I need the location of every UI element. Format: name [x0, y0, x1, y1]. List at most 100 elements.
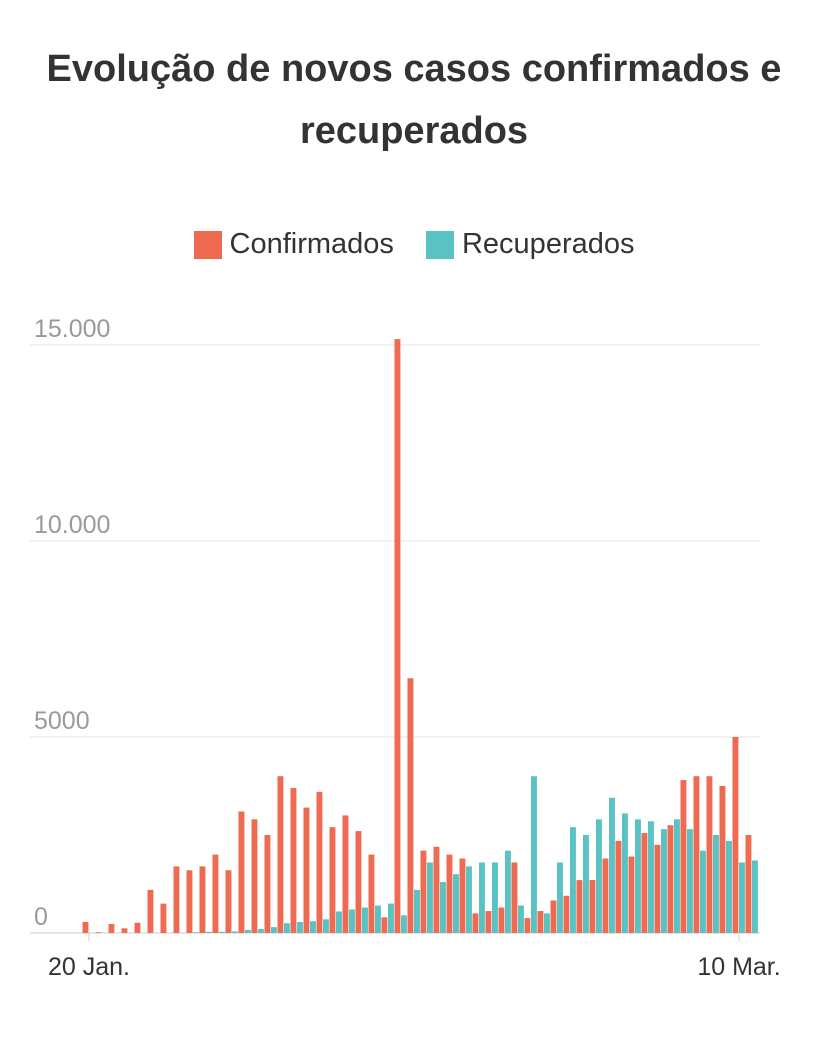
bar-confirmados-45	[667, 825, 674, 933]
bar-confirmados-29	[459, 858, 466, 933]
bar-confirmados-14	[264, 835, 271, 933]
bar-recuperados-15	[284, 923, 290, 933]
y-tick-label-2: 10.000	[34, 511, 110, 539]
chart-legend: Confirmados Recuperados	[0, 228, 828, 267]
legend-swatch-recuperados	[425, 230, 454, 259]
bar-confirmados-42	[628, 856, 635, 933]
bar-confirmados-27	[433, 846, 440, 933]
bar-recuperados-14	[271, 927, 277, 933]
bar-recuperados-34	[531, 776, 537, 933]
bar-confirmados-24	[394, 339, 401, 933]
bar-confirmados-26	[420, 850, 427, 933]
bar-confirmados-1	[95, 932, 102, 933]
bar-recuperados-39	[596, 819, 602, 933]
bar-recuperados-36	[557, 862, 563, 933]
bar-recuperados-16	[297, 922, 303, 933]
bar-confirmados-2	[108, 923, 115, 933]
bar-confirmados-48	[706, 776, 713, 933]
y-tick-label-1: 5000	[34, 707, 90, 735]
bar-confirmados-10	[212, 854, 219, 933]
bar-confirmados-11	[225, 870, 232, 933]
bar-confirmados-9	[199, 866, 206, 933]
bar-recuperados-10	[219, 931, 225, 933]
bar-recuperados-30	[479, 862, 485, 933]
bar-recuperados-20	[349, 909, 355, 933]
bar-recuperados-17	[310, 921, 316, 933]
legend-label-confirmados: Confirmados	[229, 228, 394, 260]
bar-recuperados-11	[232, 931, 238, 933]
bar-recuperados-29	[466, 866, 472, 933]
legend-item-confirmados[interactable]: Confirmados	[193, 228, 394, 261]
bar-recuperados-26	[427, 862, 433, 933]
x-tick-label-0: 20 Jan.	[48, 953, 130, 981]
bar-confirmados-15	[277, 776, 284, 933]
bar-recuperados-25	[414, 889, 420, 933]
bar-recuperados-37	[570, 827, 576, 933]
chart-title: Evolução de novos casos confirmados e re…	[46, 48, 782, 152]
bar-recuperados-50	[739, 862, 745, 933]
bar-recuperados-38	[583, 835, 589, 933]
bar-recuperados-45	[674, 819, 680, 933]
bar-recuperados-19	[336, 911, 342, 933]
bar-recuperados-12	[245, 929, 251, 933]
bar-confirmados-47	[693, 776, 700, 933]
bar-confirmados-49	[719, 786, 726, 933]
bar-recuperados-44	[661, 829, 667, 933]
bar-confirmados-3	[121, 928, 128, 933]
bar-recuperados-43	[648, 821, 654, 933]
bar-confirmados-32	[498, 907, 505, 933]
bar-confirmados-44	[654, 844, 661, 933]
bar-confirmados-13	[251, 819, 258, 933]
bar-confirmados-28	[446, 854, 453, 933]
bar-confirmados-46	[680, 780, 687, 933]
bar-confirmados-4	[134, 922, 141, 933]
bar-confirmados-51	[745, 835, 752, 933]
bar-confirmados-31	[485, 911, 492, 933]
bar-confirmados-39	[589, 880, 596, 933]
bar-recuperados-49	[726, 840, 732, 933]
bar-confirmados-0	[82, 922, 89, 933]
bar-confirmados-7	[173, 866, 180, 933]
bar-confirmados-6	[160, 903, 167, 933]
bar-recuperados-35	[544, 913, 550, 933]
bar-confirmados-43	[641, 833, 648, 933]
bar-confirmados-17	[303, 807, 310, 933]
bar-confirmados-22	[368, 854, 375, 933]
bar-recuperados-13	[258, 929, 264, 933]
bar-recuperados-8	[193, 932, 199, 933]
bar-recuperados-32	[505, 850, 511, 933]
bar-recuperados-48	[713, 835, 719, 933]
bar-confirmados-18	[316, 791, 323, 933]
legend-item-recuperados[interactable]: Recuperados	[425, 228, 635, 261]
x-tick-label-1: 10 Mar.	[697, 953, 780, 981]
bar-recuperados-24	[401, 915, 407, 933]
bar-confirmados-16	[290, 787, 297, 933]
bar-recuperados-33	[518, 905, 524, 933]
bar-recuperados-27	[440, 882, 446, 933]
bar-confirmados-50	[732, 737, 739, 933]
bar-confirmados-34	[524, 918, 531, 933]
bar-recuperados-28	[453, 874, 459, 933]
bar-confirmados-41	[615, 840, 622, 933]
bar-confirmados-21	[355, 831, 362, 933]
legend-label-recuperados: Recuperados	[461, 228, 635, 260]
y-tick-label-3: 15.000	[34, 315, 110, 343]
bar-confirmados-37	[563, 895, 570, 933]
bar-recuperados-47	[700, 850, 706, 933]
bar-recuperados-51	[752, 860, 758, 933]
bar-confirmados-5	[147, 889, 154, 933]
bar-confirmados-40	[602, 858, 609, 933]
bar-confirmados-30	[472, 913, 479, 933]
bar-recuperados-46	[687, 829, 693, 933]
bar-confirmados-35	[537, 911, 544, 933]
bar-recuperados-9	[206, 931, 212, 933]
bar-confirmados-25	[407, 678, 414, 933]
bar-recuperados-23	[388, 903, 394, 933]
bar-recuperados-40	[609, 797, 615, 933]
bar-recuperados-22	[375, 905, 381, 933]
bar-confirmados-36	[550, 900, 557, 933]
bar-confirmados-8	[186, 870, 193, 933]
bar-confirmados-12	[238, 811, 245, 933]
bar-recuperados-42	[635, 819, 641, 933]
